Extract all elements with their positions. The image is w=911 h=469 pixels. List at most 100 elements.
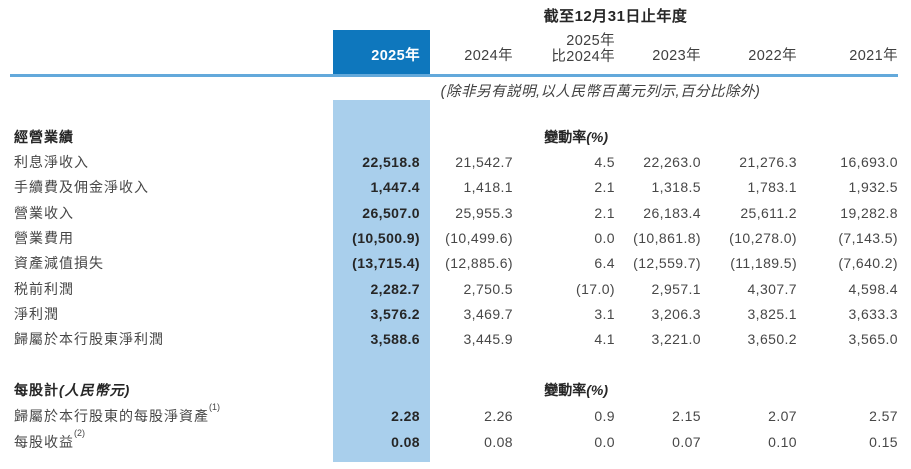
column-header-2022: 2022年 xyxy=(701,30,797,74)
units-note: (除非另有説明,以人民幣百萬元列示,百分比除外) xyxy=(440,84,761,100)
row-label: 手續費及佣金淨收入 xyxy=(14,179,149,196)
column-header-2023-label: 2023年 xyxy=(652,48,701,64)
value-2025: 0.08 xyxy=(391,434,420,450)
value-2023: (10,861.8) xyxy=(633,230,701,247)
column-header-spacer xyxy=(0,30,333,74)
value-2025: 3,576.2 xyxy=(370,306,420,323)
section-title-suffix: (人民幣元) xyxy=(59,382,131,398)
value-2021: 0.15 xyxy=(869,434,898,450)
value-change: 0.0 xyxy=(594,434,615,450)
value-2024: 0.08 xyxy=(484,434,513,450)
value-2025: 2,282.7 xyxy=(370,280,420,297)
value-2023: 1,318.5 xyxy=(651,179,701,196)
row-label: 每股收益 xyxy=(14,434,74,450)
value-change: 2.1 xyxy=(594,179,615,196)
value-2023: 22,263.0 xyxy=(643,154,701,171)
value-2024: 21,542.7 xyxy=(455,154,513,171)
value-2024: 1,418.1 xyxy=(463,179,513,196)
value-2021: 1,932.5 xyxy=(848,179,898,196)
value-2025: (10,500.9) xyxy=(352,230,420,247)
value-2021: 16,693.0 xyxy=(840,154,898,171)
change-rate-header: 變動率(%) xyxy=(544,382,608,398)
value-2025: 1,447.4 xyxy=(370,179,420,196)
value-2022: 21,276.3 xyxy=(739,154,797,171)
row-label: 利息淨收入 xyxy=(14,154,89,171)
value-2024: 3,469.7 xyxy=(463,306,513,323)
value-2022: 4,307.7 xyxy=(747,280,797,297)
value-2024: (10,499.6) xyxy=(445,230,513,247)
value-2023: 0.07 xyxy=(672,434,701,450)
value-2021: 2.57 xyxy=(869,408,898,424)
value-2022: (10,278.0) xyxy=(729,230,797,247)
table-row-impairment-losses: 資產減值損失 (13,715.4) (12,885.6) 6.4 (12,559… xyxy=(0,251,898,276)
value-change: 6.4 xyxy=(594,255,615,272)
value-2023: 3,221.0 xyxy=(651,331,701,348)
column-header-row: 2025年 2024年 2025年 比2024年 2023年 2022年 202… xyxy=(0,30,898,74)
section-title: 每股計 xyxy=(14,382,59,398)
change-rate-header: 變動率(%) xyxy=(544,128,608,145)
column-header-2024-label: 2024年 xyxy=(464,48,513,64)
row-label: 資產減值損失 xyxy=(14,255,104,272)
column-header-2024: 2024年 xyxy=(430,30,513,74)
table-title: 截至12月31日止年度 xyxy=(543,8,688,25)
value-2021: 3,633.3 xyxy=(848,306,898,323)
section-title: 經營業績 xyxy=(14,128,74,145)
section-operating-results: 經營業績 變動率(%) 利息淨收入 22,518.8 21,542.7 4.5 … xyxy=(0,124,898,352)
value-2023: (12,559.7) xyxy=(633,255,701,272)
table-row-net-interest-income: 利息淨收入 22,518.8 21,542.7 4.5 22,263.0 21,… xyxy=(0,149,898,174)
column-header-2021: 2021年 xyxy=(797,30,898,74)
value-2021: 4,598.4 xyxy=(848,280,898,297)
row-label: 營業費用 xyxy=(14,230,74,247)
value-2024: (12,885.6) xyxy=(445,255,513,272)
table-row-profit-before-tax: 税前利潤 2,282.7 2,750.5 (17.0) 2,957.1 4,30… xyxy=(0,276,898,301)
value-2021: (7,640.2) xyxy=(838,255,898,272)
value-2025: 2.28 xyxy=(391,408,420,424)
value-2022: 1,783.1 xyxy=(747,179,797,196)
table-row-profit-attributable-to-shareholders: 歸屬於本行股東淨利潤 3,588.6 3,445.9 4.1 3,221.0 3… xyxy=(0,327,898,352)
column-header-2023: 2023年 xyxy=(615,30,701,74)
value-2025: 22,518.8 xyxy=(362,154,420,171)
section-per-share: 每股計(人民幣元) 變動率(%) 歸屬於本行股東的每股淨資產(1) 2.28 2… xyxy=(0,377,898,455)
value-2025: 26,507.0 xyxy=(362,204,420,221)
value-2021: (7,143.5) xyxy=(838,230,898,247)
column-header-2022-label: 2022年 xyxy=(748,48,797,64)
value-2024: 2,750.5 xyxy=(463,280,513,297)
value-2022: 3,650.2 xyxy=(747,331,797,348)
value-change: 2.1 xyxy=(594,204,615,221)
column-header-2021-label: 2021年 xyxy=(849,48,898,64)
value-2023: 3,206.3 xyxy=(651,306,701,323)
table-row-net-profit: 淨利潤 3,576.2 3,469.7 3.1 3,206.3 3,825.1 … xyxy=(0,301,898,326)
value-2022: 3,825.1 xyxy=(747,306,797,323)
value-2025: (13,715.4) xyxy=(352,255,420,272)
value-change: 0.0 xyxy=(594,230,615,247)
row-label: 歸屬於本行股東淨利潤 xyxy=(14,331,164,348)
value-change: (17.0) xyxy=(576,280,615,297)
row-label: 歸屬於本行股東的每股淨資產 xyxy=(14,408,209,424)
value-2023: 2.15 xyxy=(672,408,701,424)
column-header-2025: 2025年 xyxy=(333,30,430,74)
row-label: 營業收入 xyxy=(14,204,74,221)
value-2023: 26,183.4 xyxy=(643,204,701,221)
value-2021: 19,282.8 xyxy=(840,204,898,221)
value-2022: 25,611.2 xyxy=(740,204,797,221)
table-row-net-assets-per-share: 歸屬於本行股東的每股淨資產(1) 2.28 2.26 0.9 2.15 2.07… xyxy=(0,402,898,429)
table-row-operating-expenses: 營業費用 (10,500.9) (10,499.6) 0.0 (10,861.8… xyxy=(0,225,898,250)
table-row-net-fee-commission-income: 手續費及佣金淨收入 1,447.4 1,418.1 2.1 1,318.5 1,… xyxy=(0,175,898,200)
value-2025: 3,588.6 xyxy=(370,331,420,348)
row-label: 淨利潤 xyxy=(14,306,59,323)
column-header-change-line2: 比2024年 xyxy=(551,49,615,65)
column-header-2025-label: 2025年 xyxy=(371,48,420,64)
footnote-ref-2: (2) xyxy=(74,428,85,439)
value-change: 4.5 xyxy=(594,154,615,171)
footnote-ref-1: (1) xyxy=(209,402,220,413)
value-2024: 25,955.3 xyxy=(455,204,513,221)
value-2022: 0.10 xyxy=(768,434,797,450)
value-2022: (11,189.5) xyxy=(730,255,797,272)
value-2023: 2,957.1 xyxy=(651,280,701,297)
value-2021: 3,565.0 xyxy=(848,331,898,348)
row-label: 税前利潤 xyxy=(14,280,74,297)
value-change: 0.9 xyxy=(594,408,615,424)
table-row-operating-income: 營業收入 26,507.0 25,955.3 2.1 26,183.4 25,6… xyxy=(0,200,898,225)
section-header-row: 每股計(人民幣元) 變動率(%) xyxy=(0,377,898,403)
